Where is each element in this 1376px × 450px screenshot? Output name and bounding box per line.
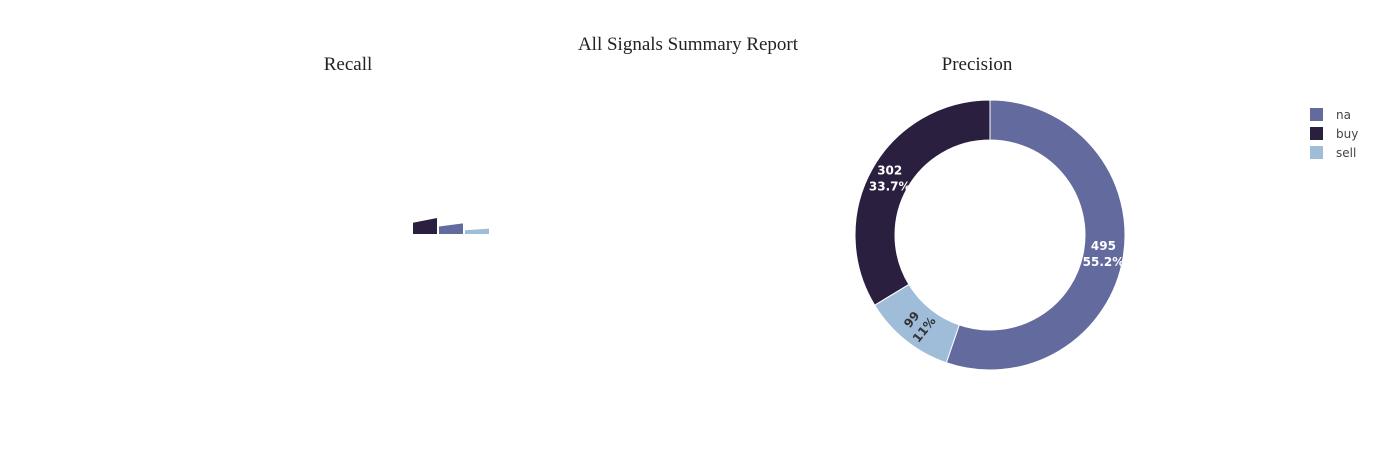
- recall-slice-na[interactable]: [439, 223, 463, 234]
- recall-chart: [413, 218, 489, 234]
- precision-slice-buy[interactable]: [854, 99, 991, 306]
- precision-percent-label-buy: 33.7%: [869, 180, 911, 194]
- recall-slice-sell[interactable]: [465, 228, 489, 234]
- legend: na buy sell: [1310, 108, 1358, 160]
- precision-label-buy: 302 33.7%: [869, 164, 911, 194]
- legend-label-na: na: [1336, 108, 1351, 122]
- precision-percent-label-na: 55.2%: [1083, 255, 1125, 269]
- legend-item-na[interactable]: na: [1310, 108, 1351, 122]
- legend-item-buy[interactable]: buy: [1310, 127, 1358, 141]
- legend-swatch-na: [1310, 108, 1323, 121]
- legend-swatch-buy: [1310, 127, 1323, 140]
- precision-label-na: 495 55.2%: [1083, 239, 1125, 269]
- legend-label-buy: buy: [1336, 127, 1358, 141]
- legend-swatch-sell: [1310, 146, 1323, 159]
- legend-item-sell[interactable]: sell: [1310, 146, 1356, 160]
- precision-subplot-title: Precision: [942, 54, 1013, 75]
- precision-slice-na[interactable]: [945, 99, 1126, 371]
- report-title: All Signals Summary Report: [578, 34, 799, 55]
- recall-slice-buy[interactable]: [413, 218, 437, 234]
- legend-label-sell: sell: [1336, 146, 1356, 160]
- precision-value-label-buy: 302: [877, 164, 902, 178]
- recall-subplot-title: Recall: [324, 54, 373, 75]
- precision-value-label-na: 495: [1091, 239, 1116, 253]
